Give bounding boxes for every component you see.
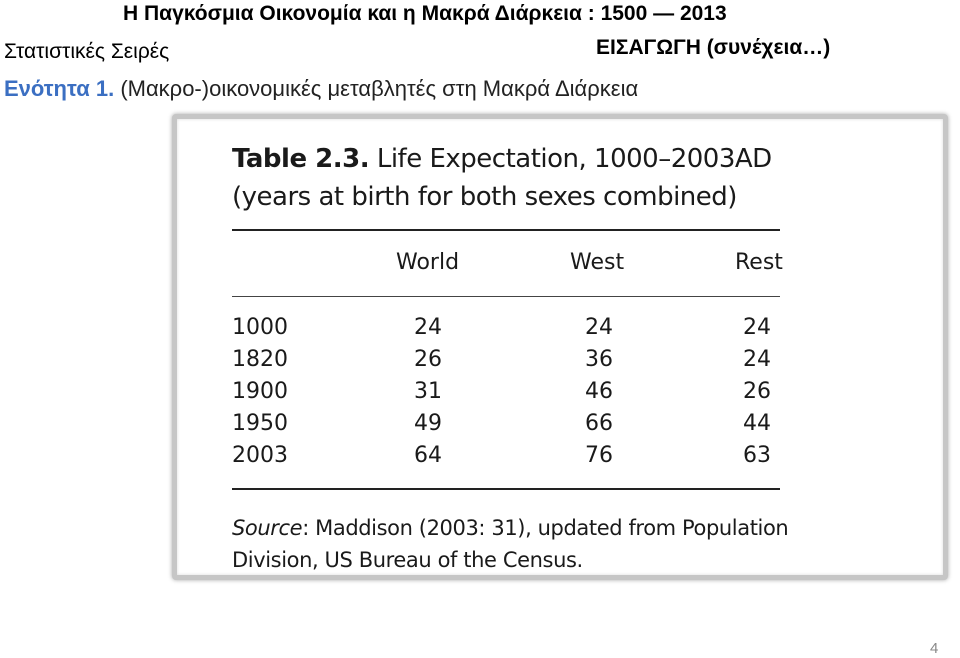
table-image-frame [172,114,948,580]
cell-year: 1000 [232,315,288,340]
cell-year: 1820 [232,347,288,372]
cell-west: 66 [585,411,613,436]
source-line1: : Maddison (2003: 31), updated from Popu… [302,516,789,540]
cell-year: 2003 [232,443,288,468]
cell-world: 24 [414,315,442,340]
section-number: Ενότητα 1. [4,76,115,101]
col-header-world: World [396,250,460,275]
table-caption: Table 2.3. Life Expectation, 1000–2003AD… [232,140,780,216]
cell-world: 49 [414,411,442,436]
intro-heading: ΕΙΣΑΓΩΓΗ (συνέχεια…) [596,36,831,59]
table-label: Table 2.3. [232,144,370,174]
cell-world: 26 [414,347,442,372]
table-bottom-rule [232,488,780,490]
cell-west: 36 [585,347,613,372]
cell-rest: 26 [743,379,771,404]
series-subtitle: Στατιστικές Σειρές [4,40,170,63]
cell-rest: 24 [743,347,771,372]
page-number: 4 [930,640,939,657]
table-title-line2: (years at birth for both sexes combined) [232,182,737,212]
cell-rest: 44 [743,411,771,436]
cell-west: 46 [585,379,613,404]
source-label: Source [232,516,303,540]
cell-world: 64 [414,443,442,468]
section-text: (Μακρο-)οικονομικές μεταβλητές στη Μακρά… [120,76,639,101]
cell-rest: 24 [743,315,771,340]
slide-title: Η Παγκόσμια Οικονομία και η Μακρά Διάρκε… [123,2,727,25]
cell-west: 76 [585,443,613,468]
cell-rest: 63 [743,443,771,468]
cell-world: 31 [414,379,442,404]
table-source-note: Source: Maddison (2003: 31), updated fro… [232,512,792,576]
table-header-rule [232,296,780,297]
cell-year: 1900 [232,379,288,404]
source-line2: Division, US Bureau of the Census. [232,548,583,572]
table-title-line1: Life Expectation, 1000–2003AD [376,144,772,174]
col-header-west: West [570,250,625,275]
cell-west: 24 [585,315,613,340]
table-top-rule [232,229,780,231]
col-header-rest: Rest [735,250,783,275]
cell-year: 1950 [232,411,288,436]
section-heading: Ενότητα 1. (Μακρο-)οικονομικές μεταβλητέ… [4,76,638,102]
